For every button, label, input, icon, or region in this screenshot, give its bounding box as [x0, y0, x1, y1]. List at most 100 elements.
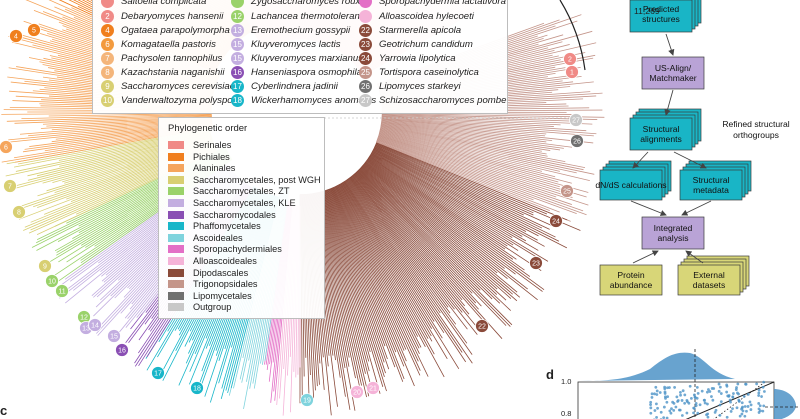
tree-branch	[14, 115, 212, 124]
tree-branch	[360, 167, 507, 301]
scatter-point	[736, 391, 739, 395]
tree-branch	[352, 175, 470, 315]
legend-label: Saccharomycodales	[193, 209, 276, 220]
tree-badge-number: 11	[58, 289, 65, 296]
scatter-point	[735, 406, 739, 410]
scatter-point	[687, 401, 691, 405]
box-label: Structural alignments	[640, 124, 682, 144]
protein-abundance-box: Protein abundance	[599, 264, 663, 296]
scatter-point	[758, 404, 762, 408]
tree-branch	[359, 168, 501, 304]
scatter-point	[738, 414, 742, 418]
scatter-point	[695, 385, 699, 389]
tree-branch	[322, 191, 381, 394]
legend-label: Serinales	[193, 140, 232, 150]
tree-branch	[368, 157, 506, 250]
species-name: Cyberlindnera jadinii	[251, 81, 338, 92]
tree-badge: 6	[0, 140, 13, 154]
species-entry: 10 Vanderwaltozyma polyspora	[101, 94, 241, 107]
legend-item: Alaninales	[168, 163, 235, 173]
scatter-point	[714, 408, 718, 412]
tree-branch	[364, 162, 538, 301]
tree-branch	[377, 139, 587, 216]
scale-arc	[559, 0, 586, 71]
species-number-badge: 15	[231, 52, 244, 65]
species-list-panel: Saitoella complicata 2 Debaryomyces hansen…	[92, 0, 508, 114]
flow-arrow	[632, 151, 649, 169]
species-number-badge: 7	[101, 52, 114, 65]
stack-front	[679, 169, 743, 201]
tree-branch	[377, 138, 572, 205]
scatter-point	[669, 411, 673, 415]
tree-branch	[327, 189, 388, 360]
tree-branch	[345, 180, 467, 363]
tree-branch	[361, 166, 512, 299]
box-label: US-Align/Matchmaker	[649, 63, 696, 83]
tree-branch	[327, 189, 386, 347]
scatter-point	[653, 392, 656, 396]
tree-badge: 27	[569, 113, 583, 127]
scatter-point	[745, 409, 748, 413]
scatter-point	[662, 405, 666, 409]
tree-branch	[368, 158, 517, 260]
tree-badge-number: 26	[573, 139, 581, 146]
scatter-point	[679, 393, 682, 397]
tree-branch	[369, 155, 519, 251]
legend-swatch	[168, 245, 184, 254]
legend-swatch	[168, 291, 184, 300]
tree-badge-number: 2	[568, 57, 572, 64]
scatter-point	[749, 408, 753, 411]
tree-branch	[343, 182, 460, 370]
legend-label: Alaninales	[193, 163, 236, 174]
tree-branch	[373, 149, 539, 237]
legend-label: Pichiales	[193, 151, 230, 162]
scatter-point	[664, 396, 667, 400]
scatter-point	[719, 392, 723, 395]
tree-branch	[329, 189, 404, 382]
scatter-point	[757, 388, 761, 392]
scatter-point	[761, 385, 765, 389]
species-number-badge	[359, 0, 372, 8]
tree-branch	[348, 178, 457, 325]
species-number-badge: 18	[231, 94, 244, 107]
species-entry: Saitoella complicata	[101, 0, 206, 8]
legend-label: Ascoideales	[193, 232, 243, 243]
tree-branch	[380, 129, 577, 174]
tree-badge-circle	[570, 134, 584, 148]
tree-branch	[375, 144, 534, 216]
species-number-badge: 22	[359, 24, 372, 37]
tree-branch	[378, 134, 560, 188]
tree-badge: 16	[115, 343, 129, 357]
scatter-point	[729, 410, 733, 413]
tree-branch	[365, 161, 505, 269]
scatter-point	[680, 399, 684, 402]
scatter-point	[663, 387, 667, 391]
species-number-badge: 9	[101, 80, 114, 93]
tree-branch	[381, 122, 564, 149]
box-label: Integrated analysis	[654, 223, 693, 243]
legend-swatch	[168, 164, 184, 173]
tree-branch	[372, 151, 545, 247]
scatter-point	[746, 405, 750, 408]
legend-swatch	[168, 268, 184, 277]
species-entry: 22 Starmerella apicola	[359, 24, 461, 37]
tree-branch	[381, 121, 547, 143]
tree-branch	[368, 157, 542, 271]
species-name: Lipomyces starkeyi	[379, 81, 461, 92]
tree-branch	[381, 118, 547, 135]
scatter-point	[762, 380, 766, 384]
tree-branch	[379, 130, 590, 182]
tree-branch	[364, 163, 508, 279]
stack-front	[629, 0, 693, 33]
species-name: Komagataella pastoris	[121, 39, 216, 50]
tree-badge: 20	[350, 385, 364, 399]
species-name: Saitoella complicata	[121, 0, 207, 7]
tree-branch	[335, 186, 419, 362]
scatter-point	[729, 400, 732, 404]
scatter-point	[698, 403, 702, 407]
tree-badge: 11	[55, 284, 69, 298]
tree-badge-number: 15	[110, 334, 118, 341]
scatter-point	[708, 390, 712, 393]
species-name: Starmerella apicola	[379, 25, 462, 36]
